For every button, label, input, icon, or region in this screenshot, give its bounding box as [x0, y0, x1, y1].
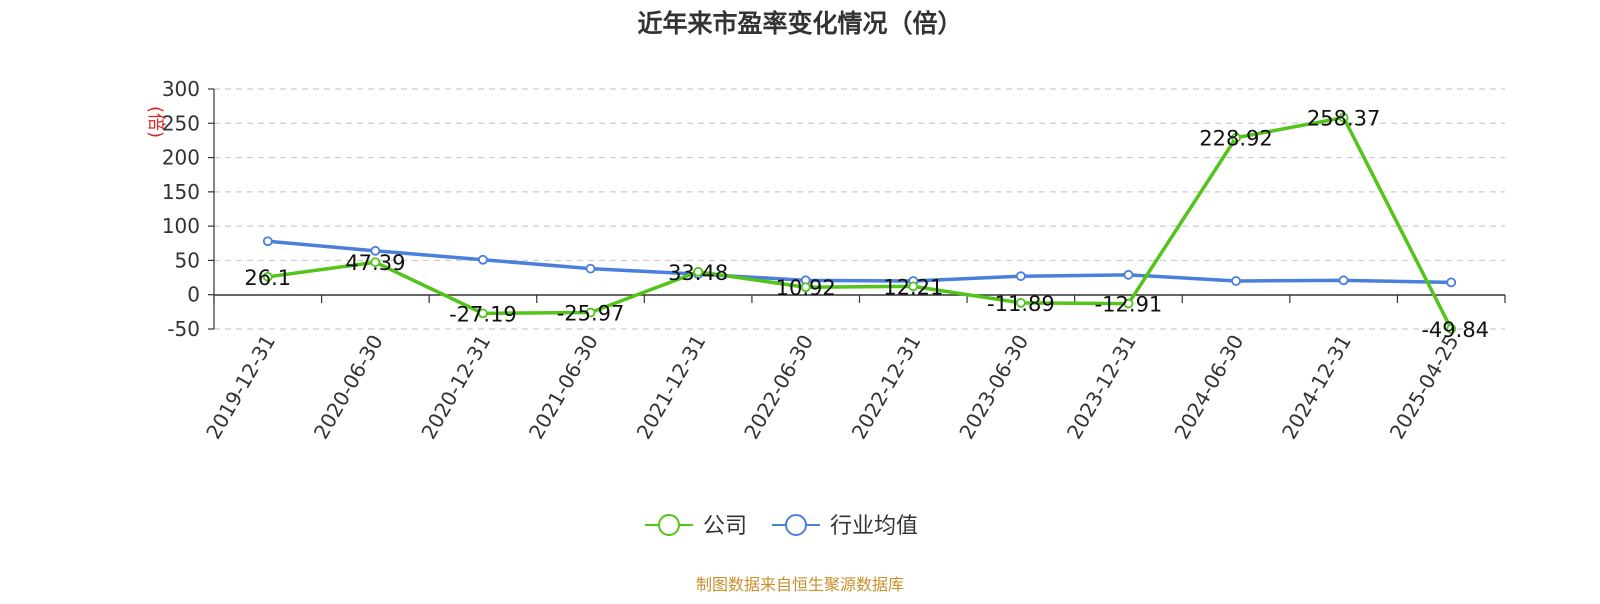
x-tick-label: 2020-12-31: [416, 331, 495, 444]
data-point[interactable]: [1015, 271, 1026, 282]
series-line-0: [266, 115, 1453, 331]
data-label: -25.97: [557, 302, 625, 326]
x-tick-label: 2019-12-31: [201, 331, 280, 444]
legend-item-1[interactable]: 行业均值: [772, 514, 918, 539]
data-point[interactable]: [478, 308, 488, 319]
data-point[interactable]: [1123, 298, 1134, 309]
data-point[interactable]: [262, 271, 273, 282]
data-label: -11.89: [987, 292, 1055, 316]
data-label: 33.48: [668, 261, 728, 285]
data-point[interactable]: [1338, 112, 1349, 123]
x-tick-label: 2024-12-31: [1277, 331, 1356, 444]
x-tick-label: 2025-04-25: [1385, 331, 1464, 444]
x-tick-label: 2021-06-30: [524, 331, 603, 444]
x-tick-label: 2020-06-30: [309, 331, 388, 444]
x-tick-label: 2022-06-30: [739, 331, 818, 444]
x-tick-label: 2021-12-31: [632, 331, 711, 444]
data-label: 228.92: [1199, 127, 1272, 151]
series-lines: [262, 112, 1457, 334]
data-label: 258.37: [1307, 107, 1380, 131]
y-tick-label: 0: [187, 283, 200, 307]
data-label: -12.91: [1095, 293, 1163, 317]
legend-label: 公司: [703, 514, 747, 539]
y-tick-label: 100: [162, 214, 200, 238]
legend-marker-icon: [785, 514, 807, 536]
data-point[interactable]: [908, 281, 919, 292]
y-tick-label: 150: [162, 180, 200, 204]
series-line-1: [266, 239, 1453, 285]
data-point[interactable]: [1446, 323, 1457, 334]
legend[interactable]: 公司 行业均值: [645, 514, 918, 539]
data-point[interactable]: [585, 307, 596, 318]
data-label: -27.19: [449, 302, 517, 326]
y-axis-unit-label: (倍): [145, 106, 166, 138]
legend-item-0[interactable]: 公司: [645, 514, 747, 539]
chart-title: 近年来市盈率变化情况（倍）: [637, 9, 962, 38]
data-labels: 26.1 47.39 -27.19 -25.97 33.48 10.92 12.21 -11.…: [244, 107, 1489, 342]
data-label: 10.92: [776, 276, 836, 300]
y-tick-label: 300: [162, 77, 200, 101]
data-point[interactable]: [800, 282, 811, 293]
legend-marker-icon: [658, 514, 680, 536]
data-point[interactable]: [1446, 277, 1457, 288]
y-tick-label: -50: [167, 317, 200, 341]
x-tick-label: 2023-12-31: [1062, 331, 1141, 444]
data-label: 47.39: [345, 251, 405, 275]
data-label: 26.1: [244, 266, 291, 290]
data-point[interactable]: [1231, 276, 1241, 286]
data-point[interactable]: [370, 245, 381, 256]
data-point[interactable]: [1123, 269, 1134, 280]
y-tick-label: 200: [162, 146, 200, 170]
x-tick-label: 2023-06-30: [954, 331, 1033, 444]
data-point[interactable]: [585, 263, 596, 274]
legend-label: 行业均值: [830, 514, 918, 539]
data-point[interactable]: [1338, 275, 1349, 286]
data-point[interactable]: [1231, 132, 1241, 143]
data-label: 12.21: [883, 275, 943, 299]
x-tick-label: 2022-12-31: [847, 331, 926, 444]
y-tick-label: 50: [175, 248, 200, 272]
x-tick-label: 2024-06-30: [1169, 331, 1248, 444]
data-source-note: 制图数据来自恒生聚源数据库: [696, 575, 904, 594]
data-point[interactable]: [693, 266, 704, 277]
data-point[interactable]: [262, 236, 273, 247]
data-point[interactable]: [1015, 297, 1026, 308]
data-label: -49.84: [1421, 318, 1489, 342]
y-tick-label: 250: [162, 111, 200, 135]
data-point[interactable]: [478, 254, 488, 265]
data-point[interactable]: [370, 257, 381, 268]
